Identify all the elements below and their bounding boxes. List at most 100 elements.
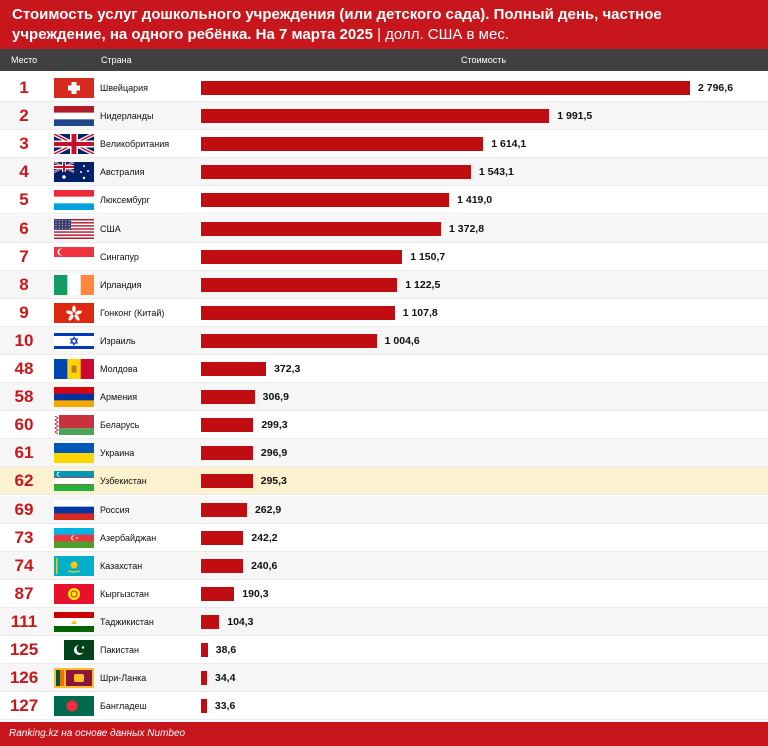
- table-row: 126 Шри-Ланка 34,4: [0, 664, 768, 693]
- kz-flag-icon: [54, 555, 94, 576]
- country-label: Сингапур: [100, 251, 139, 262]
- rank-label: 2: [19, 106, 29, 126]
- value-label: 34,4: [215, 672, 236, 685]
- row-divider: [0, 157, 768, 159]
- value-label: 2 796,6: [698, 82, 734, 94]
- us-flag-icon: [54, 218, 94, 239]
- country-label: Казахстан: [100, 560, 143, 571]
- bar: [201, 418, 254, 433]
- country-label: Великобритания: [100, 139, 170, 150]
- sg-flag-icon: [54, 246, 94, 267]
- il-flag-icon: [54, 330, 94, 351]
- value-label: 33,6: [214, 700, 236, 713]
- bar: [201, 586, 235, 601]
- bar: [201, 671, 207, 686]
- country-label: Молдова: [100, 364, 138, 374]
- rank-label: 10: [14, 330, 34, 350]
- row-divider: [0, 494, 768, 496]
- row-divider: [0, 466, 768, 468]
- uz-flag-icon: [54, 471, 94, 492]
- table-row: 58 Армения 306,9: [0, 383, 768, 412]
- country-label: Азербайджан: [100, 532, 157, 543]
- bar: [201, 305, 395, 320]
- value-label: 104,3: [227, 615, 254, 628]
- rank-label: 8: [19, 274, 29, 294]
- title-main: Стоимость услуг дошкольного учреждения (…: [12, 6, 662, 43]
- row-divider: [0, 382, 768, 383]
- country-label: США: [100, 223, 121, 234]
- au-flag-icon: [54, 162, 94, 183]
- rank-label: 74: [14, 555, 34, 575]
- ch-flag-icon: [54, 78, 94, 98]
- value-label: 1 372,8: [449, 222, 485, 235]
- value-label: 1 122,5: [405, 278, 441, 291]
- bar: [201, 699, 207, 714]
- bar: [201, 390, 255, 405]
- bar: [201, 446, 253, 461]
- value-label: 190,3: [242, 587, 269, 600]
- bd-flag-icon: [54, 696, 94, 717]
- column-country: Страна: [101, 55, 132, 65]
- rank-label: 62: [14, 471, 34, 491]
- value-label: 262,9: [254, 503, 282, 516]
- row-divider: [0, 550, 768, 552]
- country-label: Армения: [100, 392, 138, 403]
- bar: [201, 277, 398, 292]
- lk-flag-icon: [54, 668, 94, 689]
- table-row: 62 Узбекистан 295,3: [0, 467, 768, 496]
- bar: [201, 643, 208, 657]
- country-label: Ирландия: [100, 279, 142, 290]
- bar: [201, 530, 244, 545]
- country-label: Кыргызстан: [100, 588, 149, 599]
- row-divider: [0, 213, 768, 215]
- title-separator: |: [377, 26, 381, 43]
- by-flag-icon: [54, 415, 94, 436]
- rank-label: 111: [10, 611, 38, 631]
- bar: [201, 614, 220, 629]
- rank-label: 4: [19, 162, 29, 182]
- bar: [201, 193, 450, 208]
- table-row: 4 Австралия 1 543,1: [0, 158, 768, 187]
- value-label: 295,3: [260, 475, 287, 488]
- table-row: 2 Нидерланды 1 991,5: [0, 102, 768, 131]
- bar: [201, 81, 690, 95]
- bar: [201, 474, 253, 489]
- table-row: 125 Пакистан 38,6: [0, 636, 768, 664]
- table-row: 8 Ирландия 1 122,5: [0, 270, 768, 299]
- value-label: 1 614,1: [491, 138, 527, 151]
- row-divider: [0, 522, 768, 524]
- row-divider: [0, 719, 768, 721]
- row-divider: [0, 129, 768, 131]
- rank-label: 7: [19, 246, 29, 266]
- bar: [201, 109, 550, 124]
- row-divider: [0, 663, 768, 664]
- row-divider: [0, 578, 768, 580]
- table-row: 3 Великобритания 1 614,1: [0, 130, 768, 159]
- country-label: Гонконг (Китай): [100, 307, 165, 318]
- column-header: Место Страна Стоимость: [0, 49, 768, 71]
- row-divider: [0, 185, 768, 187]
- value-label: 1 004,6: [384, 334, 420, 347]
- bar: [201, 249, 403, 264]
- country-label: Таджикистан: [100, 616, 154, 627]
- column-rank: Место: [11, 55, 38, 65]
- rank-label: 127: [9, 696, 39, 716]
- table-row: 48 Молдова 372,3: [0, 355, 768, 383]
- footer-source: Ranking.kz на основе данных Numbeo: [0, 722, 768, 746]
- title-unit: долл. США в мес.: [385, 26, 509, 43]
- pk-flag-icon: [54, 640, 94, 660]
- table-row: 127 Бангладеш 33,6: [0, 692, 768, 721]
- value-label: 1 107,8: [402, 306, 438, 319]
- table-row: 6 США 1 372,8: [0, 214, 768, 243]
- bar: [201, 333, 377, 348]
- table-row: 1 Швейцария 2 796,6: [0, 74, 768, 102]
- kg-flag-icon: [54, 583, 94, 604]
- rank-label: 125: [9, 640, 39, 659]
- lu-flag-icon: [54, 190, 94, 211]
- bar: [201, 362, 267, 376]
- row-divider: [0, 297, 768, 299]
- md-flag-icon: [54, 359, 94, 379]
- rank-label: 73: [14, 527, 34, 547]
- az-flag-icon: [54, 527, 94, 548]
- table-row: 69 Россия 262,9: [0, 495, 768, 524]
